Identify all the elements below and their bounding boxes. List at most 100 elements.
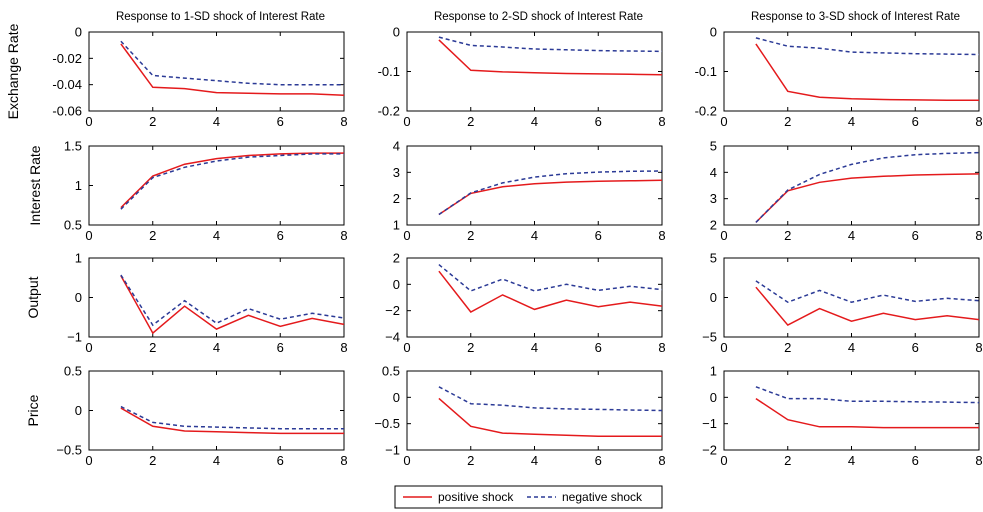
x-tick-label: 2 xyxy=(784,340,791,355)
series-line-negative xyxy=(755,151,980,223)
y-tick-label: 0 xyxy=(710,390,717,405)
x-tick-label: 0 xyxy=(403,340,410,355)
series-line-positive xyxy=(755,43,979,102)
y-tick-label: 5 xyxy=(710,139,717,154)
x-tick-label: 4 xyxy=(531,228,538,243)
y-tick-label: 2 xyxy=(393,191,400,206)
x-tick-label: 4 xyxy=(848,453,855,468)
axes-box xyxy=(723,145,980,226)
x-tick-label: 0 xyxy=(85,228,92,243)
series-line-positive xyxy=(438,179,663,216)
x-tick-label: 0 xyxy=(85,453,92,468)
y-tick-label: −1 xyxy=(702,416,717,431)
y-tick-label: -0.1 xyxy=(695,64,717,79)
x-tick-label: 0 xyxy=(720,340,727,355)
x-tick-label: 0 xyxy=(403,453,410,468)
series-line-negative xyxy=(755,280,980,304)
x-tick-label: 6 xyxy=(277,453,284,468)
panel-title: Response to 3-SD shock of Interest Rate xyxy=(751,11,960,23)
x-tick-label: 0 xyxy=(85,340,92,355)
y-tick-label: 0 xyxy=(710,25,717,40)
y-tick-label: 0 xyxy=(75,25,82,40)
series-line-positive xyxy=(438,270,663,313)
y-tick-label: −1 xyxy=(67,330,82,345)
y-tick-label: −0.5 xyxy=(374,416,400,431)
panel-r0-c2: 0 2 4 6 8 0 -0.1 -0.2 Response to 3-SD shock of … xyxy=(695,11,983,129)
y-tick-label: 1 xyxy=(393,218,400,233)
x-tick-label: 0 xyxy=(403,228,410,243)
x-tick-label: 8 xyxy=(340,340,347,355)
x-tick-label: 6 xyxy=(595,228,602,243)
y-tick-label: 1.5 xyxy=(64,139,82,154)
panel-r0-c1: 0 2 4 6 8 0 -0.1 -0.2 Response to 2-SD shock of … xyxy=(378,11,666,129)
panel-r1-c0: 0 2 4 6 8 1.5 1 0.5 Interest Rate xyxy=(27,139,348,244)
y-tick-label: 3 xyxy=(393,165,400,180)
series-line-positive xyxy=(755,286,980,327)
x-tick-label: 8 xyxy=(658,114,665,129)
x-tick-label: 6 xyxy=(912,453,919,468)
x-tick-label: 0 xyxy=(720,114,727,129)
y-tick-label: -0.2 xyxy=(695,104,717,119)
panel-r2-c1: 0 2 4 6 8 2 0 −2 −4 xyxy=(385,251,665,356)
series-line-negative xyxy=(438,36,663,53)
axes-box xyxy=(88,257,345,338)
x-tick-label: 6 xyxy=(277,228,284,243)
row-label: Exchange Rate xyxy=(5,23,21,119)
y-tick-label: 4 xyxy=(710,165,717,180)
legend-positive-label: positive shock xyxy=(438,490,514,504)
series-line-negative xyxy=(120,274,345,327)
x-tick-label: 8 xyxy=(975,114,982,129)
x-tick-label: 4 xyxy=(848,340,855,355)
x-tick-label: 4 xyxy=(531,453,538,468)
y-tick-label: 1 xyxy=(75,251,82,266)
y-tick-label: 1 xyxy=(75,178,82,193)
y-tick-label: -0.02 xyxy=(52,51,82,66)
y-tick-label: −2 xyxy=(385,303,400,318)
y-tick-label: 1 xyxy=(710,364,717,379)
y-tick-label: 0 xyxy=(710,290,717,305)
series-line-negative xyxy=(755,386,980,404)
series-line-negative xyxy=(120,405,344,430)
axes-box xyxy=(406,145,663,226)
series-line-positive xyxy=(438,39,663,76)
legend: positive shock negative shock xyxy=(394,485,663,509)
x-tick-label: 8 xyxy=(340,114,347,129)
x-tick-label: 2 xyxy=(467,340,474,355)
x-tick-label: 4 xyxy=(848,228,855,243)
panel-title: Response to 1-SD shock of Interest Rate xyxy=(116,11,325,23)
x-tick-label: 8 xyxy=(658,453,665,468)
axes-box xyxy=(723,257,980,338)
y-tick-label: 0 xyxy=(75,290,82,305)
x-tick-label: 0 xyxy=(85,114,92,129)
panel-r3-c2: 0 2 4 6 810−1−2 xyxy=(702,364,982,469)
x-tick-label: 4 xyxy=(213,114,220,129)
x-tick-label: 6 xyxy=(912,340,919,355)
series-line-negative xyxy=(755,37,980,56)
x-tick-label: 6 xyxy=(277,340,284,355)
x-tick-label: 6 xyxy=(912,114,919,129)
y-tick-label: 0.5 xyxy=(64,364,82,379)
series-line-positive xyxy=(120,152,344,209)
x-tick-label: 6 xyxy=(277,114,284,129)
x-tick-label: 8 xyxy=(658,228,665,243)
y-tick-label: -0.1 xyxy=(378,64,400,79)
x-tick-label: 8 xyxy=(975,453,982,468)
axes-box xyxy=(723,370,980,451)
series-line-positive xyxy=(120,275,345,335)
series-line-positive xyxy=(438,397,662,438)
series-line-negative xyxy=(120,40,344,86)
x-tick-label: 2 xyxy=(149,453,156,468)
series-line-positive xyxy=(755,397,979,429)
x-tick-label: 0 xyxy=(720,228,727,243)
row-label: Output xyxy=(25,276,41,318)
row-label: Interest Rate xyxy=(27,145,43,225)
series-line-positive xyxy=(120,407,344,435)
series-line-positive xyxy=(120,43,345,96)
y-tick-label: −5 xyxy=(702,330,717,345)
panel-r3-c1: 0 2 4 6 8 0.5 0 −0.5 −1 xyxy=(374,364,665,469)
legend-negative-label: negative shock xyxy=(562,490,643,504)
